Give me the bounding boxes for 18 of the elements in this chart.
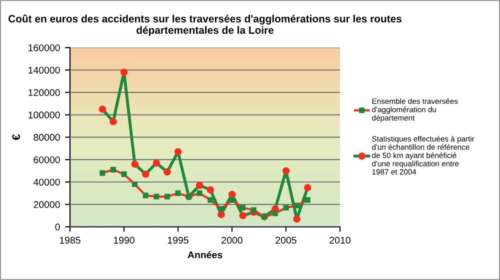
y-axis-title: €: [12, 134, 20, 140]
x-tick-label: 1995: [168, 236, 188, 244]
y-tick-label: 100000: [28, 112, 60, 118]
x-tick-label: 1985: [60, 236, 80, 244]
y-tick-label: 80000: [34, 134, 60, 141]
y-tick-label: 20000: [34, 201, 60, 208]
y-tick-label: 40000: [33, 178, 60, 186]
y-tick-label: 60000: [34, 156, 60, 164]
y-tick-label: 140000: [28, 66, 60, 74]
x-tick-label: 2000: [222, 236, 242, 244]
x-tick-label: 1990: [114, 236, 134, 244]
y-tick-label: 0: [55, 224, 60, 230]
y-tick-label: 160000: [28, 44, 60, 52]
x-tick-label: 2010: [330, 236, 350, 244]
x-tick-label: 2005: [276, 236, 296, 244]
y-tick-label: 120000: [28, 89, 60, 96]
x-axis-title: Années: [188, 251, 222, 258]
chart-title: Coût en euros des accidents sur les traversées d'agglomérations sur les routes départementales de la Loire: [8, 14, 402, 36]
